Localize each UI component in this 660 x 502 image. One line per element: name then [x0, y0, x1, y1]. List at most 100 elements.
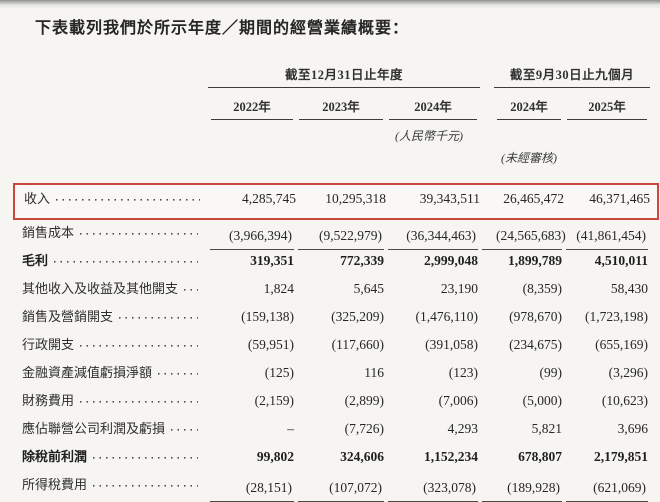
- period-group-annual: 截至12月31日止年度: [208, 64, 480, 88]
- cell-value: (3,296): [608, 365, 648, 380]
- operating-results-table: 截至12月31日止年度 截至9月30日止九個月 2022年 2023年 2024…: [13, 64, 659, 502]
- cell-value: 5,821: [531, 421, 562, 436]
- cell-value: (28,151): [210, 480, 294, 502]
- year-header-2023: 2023年: [299, 91, 383, 120]
- year-header-2024: 2024年: [389, 91, 477, 120]
- table-row-gross-profit: 毛利 319,351 772,339 2,999,048 1,899,789 4…: [22, 250, 650, 278]
- cell-value: –: [287, 421, 294, 436]
- revenue-highlight-box: 收入 4,285,745 10,295,318 39,343,511 26,46…: [13, 183, 659, 220]
- row-label-text: 應佔聯營公司利潤及虧損: [22, 421, 166, 436]
- row-label-text: 金融資產減值虧損淨額: [22, 365, 153, 380]
- currency-unit-note: (人民幣千元): [395, 129, 463, 143]
- dot-leader: [80, 224, 198, 237]
- table-row-selling-expenses: 銷售及營銷開支 (159,138) (325,209) (1,476,110) …: [22, 306, 650, 334]
- table-row-other-income: 其他收入及收益及其他開支 1,824 5,645 23,190 (8,359) …: [22, 278, 650, 306]
- cell-value: (621,069): [566, 480, 648, 502]
- row-label-text: 毛利: [22, 253, 49, 268]
- cell-value: (24,565,683): [482, 228, 566, 250]
- cell-value: 4,285,745: [242, 191, 296, 206]
- cell-value: (323,078): [388, 480, 478, 502]
- cell-value: (36,344,463): [388, 228, 478, 250]
- cell-value: 26,465,472: [503, 191, 564, 206]
- year-header-row: 2022年 2023年 2024年 2024年 2025年: [22, 91, 650, 120]
- dot-leader: [93, 448, 198, 461]
- cell-value: (9,522,979): [298, 228, 384, 250]
- cell-value: 2,179,851: [594, 449, 648, 464]
- row-label-text: 除稅前利潤: [22, 449, 88, 464]
- dot-leader: [56, 190, 200, 203]
- table-row-impairment-losses: 金融資產減值虧損淨額 (125) 116 (123) (99) (3,296): [22, 362, 650, 390]
- dot-leader: [80, 336, 198, 349]
- unaudited-note: (未經審核): [501, 151, 557, 165]
- cell-value: (234,675): [509, 337, 562, 352]
- cell-value: 1,824: [263, 281, 294, 296]
- row-label-text: 收入: [24, 191, 51, 206]
- cell-value: (7,006): [438, 393, 478, 408]
- cell-value: 1,152,234: [424, 449, 478, 464]
- audit-note-row: (未經審核): [22, 149, 650, 166]
- cell-value: (117,660): [331, 337, 384, 352]
- cell-value: (2,899): [344, 393, 384, 408]
- table-row-finance-costs: 財務費用 (2,159) (2,899) (7,006) (5,000) (10…: [22, 390, 650, 418]
- year-header-2025-interim: 2025年: [567, 91, 647, 120]
- row-label: 毛利: [22, 250, 208, 269]
- dot-leader: [171, 420, 198, 433]
- row-label: 金融資產減值虧損淨額: [22, 362, 208, 381]
- cell-value: (41,861,454): [566, 228, 648, 250]
- period-group-interim: 截至9月30日止九個月: [494, 64, 650, 88]
- cell-value: (655,169): [595, 337, 648, 352]
- table-row-admin-expenses: 行政開支 (59,951) (117,660) (391,058) (234,6…: [22, 334, 650, 362]
- dot-leader: [158, 364, 198, 377]
- row-label-text: 所得稅費用: [22, 477, 88, 492]
- financial-summary-page: 下表載列我們於所示年度／期間的經營業績概要： 截至12月31日止年度 截至9月3…: [13, 20, 659, 502]
- unit-note-row: (人民幣千元): [22, 127, 650, 144]
- row-label: 所得稅費用: [22, 474, 208, 493]
- cell-value: 46,371,465: [589, 191, 650, 206]
- cell-value: (10,623): [601, 393, 648, 408]
- cell-value: (7,726): [344, 421, 384, 436]
- row-label: 應佔聯營公司利潤及虧損: [22, 418, 208, 437]
- cell-value: 772,339: [340, 253, 384, 268]
- dot-leader: [54, 252, 198, 265]
- row-label: 其他收入及收益及其他開支: [22, 278, 208, 297]
- row-label: 銷售及營銷開支: [22, 306, 208, 325]
- row-label: 銷售成本: [22, 222, 208, 241]
- table-row-revenue: 收入 4,285,745 10,295,318 39,343,511 26,46…: [24, 188, 650, 214]
- period-group-header-row: 截至12月31日止年度 截至9月30日止九個月: [22, 64, 650, 88]
- cell-value: (3,966,394): [210, 228, 294, 250]
- cell-value: (391,058): [425, 337, 478, 352]
- cell-value: (159,138): [241, 309, 294, 324]
- table-row-cost-of-sales: 銷售成本 (3,966,394) (9,522,979) (36,344,463…: [22, 222, 650, 250]
- cell-value: (325,209): [331, 309, 384, 324]
- row-label-text: 銷售及營銷開支: [22, 309, 114, 324]
- cell-value: 4,510,011: [594, 253, 648, 268]
- cell-value: (1,476,110): [415, 309, 479, 324]
- cell-value: (8,359): [522, 281, 562, 296]
- cell-value: 23,190: [440, 281, 478, 296]
- table-row-income-tax: 所得稅費用 (28,151) (107,072) (323,078) (189,…: [22, 474, 650, 502]
- row-label-text: 銷售成本: [22, 225, 75, 240]
- row-label: 收入: [24, 188, 210, 207]
- page-title: 下表載列我們於所示年度／期間的經營業績概要：: [35, 20, 410, 37]
- cell-value: 99,802: [256, 449, 294, 464]
- table-body: 收入 4,285,745 10,295,318 39,343,511 26,46…: [13, 183, 659, 502]
- cell-value: 4,293: [447, 421, 478, 436]
- table-row-profit-before-tax: 除稅前利潤 99,802 324,606 1,152,234 678,807 2…: [22, 446, 650, 474]
- cell-value: (5,000): [522, 393, 562, 408]
- cell-value: 324,606: [340, 449, 384, 464]
- cell-value: (2,159): [254, 393, 294, 408]
- row-label-text: 行政開支: [22, 337, 75, 352]
- cell-value: 39,343,511: [419, 191, 480, 206]
- dot-leader: [80, 392, 198, 405]
- row-label-text: 其他收入及收益及其他開支: [22, 281, 179, 296]
- row-label: 除稅前利潤: [22, 446, 208, 465]
- cell-value: 1,899,789: [508, 253, 562, 268]
- year-header-2024-interim: 2024年: [497, 91, 561, 120]
- year-header-2022: 2022年: [211, 91, 293, 120]
- cell-value: 116: [364, 365, 384, 380]
- cell-value: 319,351: [250, 253, 294, 268]
- cell-value: 3,696: [617, 421, 648, 436]
- cell-value: (1,723,198): [585, 309, 648, 324]
- row-label-text: 財務費用: [22, 393, 75, 408]
- cell-value: (189,928): [482, 480, 562, 502]
